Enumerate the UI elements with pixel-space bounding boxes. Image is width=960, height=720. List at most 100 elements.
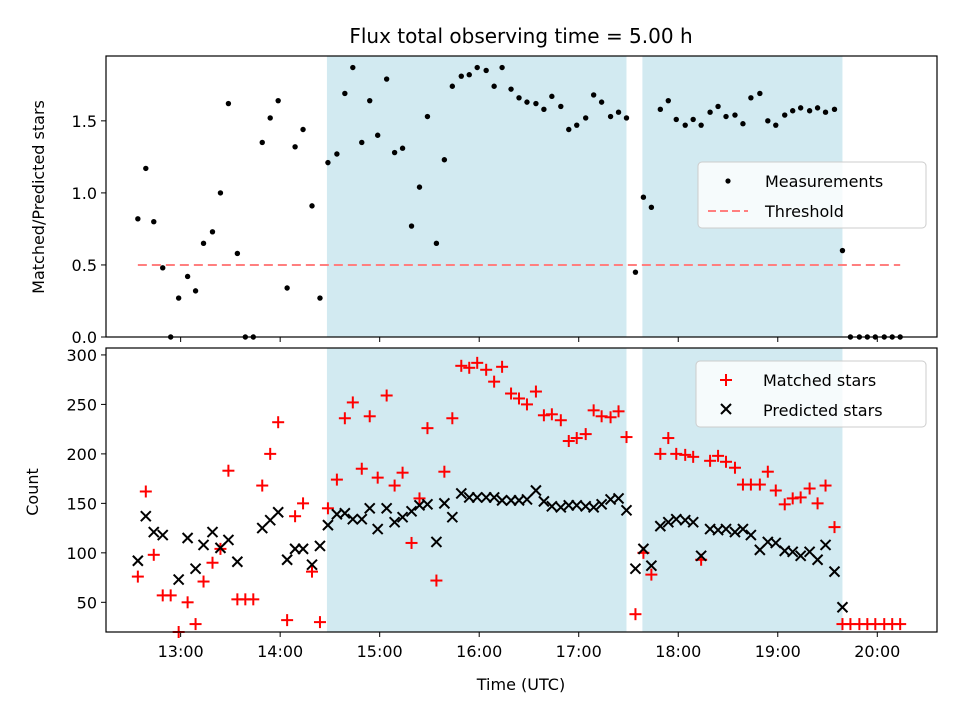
matched-star-point — [554, 414, 567, 427]
measurement-point — [831, 106, 838, 113]
matched-star-point — [388, 479, 401, 492]
predicted-star-point — [530, 484, 542, 497]
measurement-point — [292, 144, 298, 150]
matched-star-point — [778, 498, 791, 511]
matched-star-point — [430, 574, 443, 587]
matched-star-point — [396, 466, 409, 479]
matched-star-point — [321, 502, 334, 515]
matched-star-point — [306, 565, 319, 578]
measurement-point — [748, 95, 754, 101]
predicted-star-point — [645, 559, 658, 572]
matched-star-point — [612, 405, 625, 418]
predicted-star-point — [272, 506, 284, 518]
matched-star-point — [272, 416, 285, 429]
matched-star-point — [463, 361, 476, 374]
matched-star-point — [811, 497, 824, 510]
measurement-point — [383, 76, 390, 82]
matched-star-point — [803, 482, 816, 495]
measurement-point — [466, 72, 472, 78]
matched-star-point — [256, 479, 269, 492]
predicted-star-point — [786, 546, 799, 558]
matched-star-point — [645, 568, 658, 581]
top-legend: Measurements Threshold — [697, 161, 927, 229]
top-panel: 0.0 0.5 1.0 1.5 Matched/Predicted stars Mea… — [29, 55, 938, 347]
matched-star-point — [338, 412, 351, 425]
bot-y-tick-label: 300 — [66, 346, 97, 365]
x-tick-label: 16:00 — [456, 642, 502, 661]
measurement-point — [391, 149, 398, 156]
measurement-point — [715, 103, 721, 110]
measurement-point — [175, 295, 182, 301]
matched-star-point — [455, 359, 468, 372]
matched-star-point — [380, 389, 393, 402]
measurement-point — [491, 83, 497, 89]
predicted-star-point — [322, 519, 334, 531]
matched-star-point — [579, 428, 592, 441]
bot-y-tick-label: 250 — [66, 395, 97, 414]
bottom-data-marks — [131, 356, 907, 638]
measurement-point — [200, 240, 207, 247]
measurement-point — [300, 126, 306, 133]
measurement-point — [151, 219, 157, 225]
measurement-point — [682, 122, 688, 128]
matched-star-point — [620, 431, 633, 444]
predicted-star-point — [364, 502, 376, 515]
predicted-star-point — [695, 550, 707, 562]
matched-star-point — [496, 360, 509, 373]
matched-star-point — [720, 455, 733, 468]
predicted-star-point — [157, 529, 169, 541]
matched-star-point — [222, 464, 235, 477]
bot-y-tick-label: 150 — [66, 494, 97, 513]
predicted-star-point — [770, 537, 782, 549]
top-axes-frame — [105, 55, 938, 338]
matched-star-point — [629, 608, 642, 621]
matched-star-point — [654, 447, 667, 460]
measurement-point — [474, 64, 480, 71]
matched-star-point — [828, 521, 841, 534]
legend-matched-marker — [720, 374, 732, 386]
predicted-star-point — [471, 491, 483, 504]
measurement-point — [665, 97, 671, 104]
legend-predicted-marker — [720, 403, 732, 415]
matched-star-point — [405, 536, 418, 549]
top-y-tick-label: 0.0 — [72, 328, 97, 347]
measurement-point — [325, 159, 331, 166]
bottom-x-axis: 13:00 14:00 15:00 16:00 17:00 18:00 19:00 20:00 — [158, 632, 900, 661]
predicted-star-point — [538, 495, 550, 508]
measurement-point — [839, 247, 846, 254]
measurement-point — [789, 108, 796, 114]
measurement-point — [359, 139, 365, 146]
x-axis-label: Time (UTC) — [476, 675, 565, 694]
predicted-star-point — [172, 573, 185, 586]
matched-star-point — [247, 593, 260, 606]
predicted-star-point — [396, 511, 409, 523]
measurement-point — [334, 151, 340, 157]
matched-star-point — [355, 462, 368, 475]
measurement-point — [424, 113, 431, 120]
matched-star-point — [687, 450, 700, 463]
matched-star-point — [139, 485, 152, 498]
measurement-point — [408, 223, 415, 229]
bottom-legend-box — [695, 360, 927, 428]
predicted-star-point — [140, 510, 152, 522]
matched-star-point — [488, 375, 501, 388]
top-y-tick-label: 1.5 — [72, 112, 97, 131]
matched-star-point — [679, 448, 692, 461]
predicted-star-point — [811, 554, 824, 566]
top-data-marks — [135, 64, 903, 340]
top-x-ticks — [180, 337, 878, 342]
matched-star-point — [189, 618, 202, 631]
measurement-point — [590, 92, 597, 98]
matched-star-point — [712, 449, 725, 462]
measurement-point — [533, 100, 539, 107]
matched-star-point — [164, 589, 177, 602]
matched-star-point — [147, 548, 160, 561]
matched-star-point — [371, 471, 384, 484]
predicted-star-point — [189, 562, 202, 575]
matched-star-point — [446, 412, 459, 425]
predicted-star-point — [819, 539, 832, 551]
predicted-star-point — [737, 523, 749, 535]
measurement-point — [598, 99, 605, 105]
measurement-point — [574, 122, 580, 128]
